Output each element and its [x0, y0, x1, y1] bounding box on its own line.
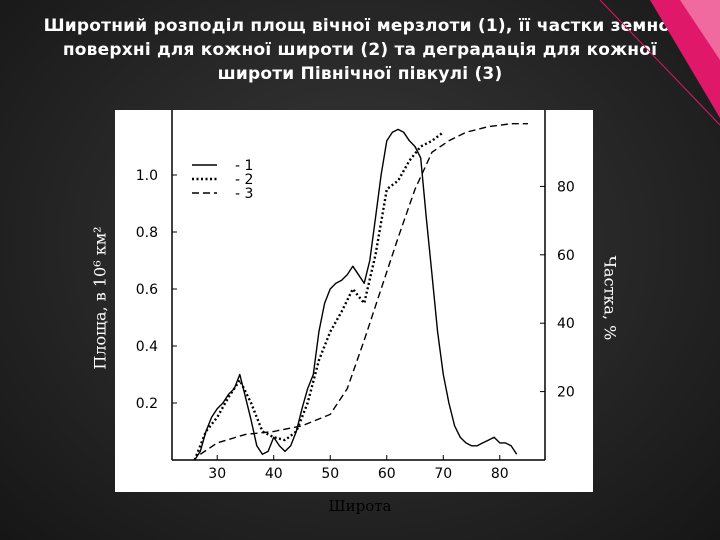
y-axis-label-left: Площа, в 10⁶ км² — [90, 226, 110, 370]
y2-tick-label: 80 — [557, 179, 575, 195]
x-tick-label: 60 — [378, 466, 396, 482]
y-tick-label: 0.2 — [136, 396, 158, 412]
slide-title: Широтний розподіл площ вічної мерзлоти (… — [40, 14, 680, 86]
y-tick-label: 0.8 — [136, 225, 158, 241]
x-tick-label: 50 — [321, 466, 339, 482]
ticks: 30 40 50 60 70 80 0.2 0.4 0.6 0.8 1.0 20 40 60 80 — [136, 168, 575, 482]
series-3-line — [199, 122, 528, 455]
chart-panel: 30 40 50 60 70 80 0.2 0.4 0.6 0.8 1.0 20 40 60 80 - 1-… — [115, 110, 593, 492]
x-tick-label: 70 — [434, 466, 452, 482]
legend: - 1- 2- 3 — [192, 158, 253, 202]
series — [193, 122, 528, 461]
x-tick-label: 80 — [491, 466, 509, 482]
title-line-1: Широтний розподіл площ вічної мерзлоти (… — [43, 16, 677, 36]
legend-label-1: - 1 — [235, 158, 253, 174]
y-tick-label: 0.6 — [136, 282, 158, 298]
title-line-2: поверхні для кожної широти (2) та деград… — [62, 40, 658, 60]
x-tick-label: 40 — [265, 466, 283, 482]
x-tick-label: 30 — [208, 466, 226, 482]
title-line-3: широти Північної півкулі (3) — [217, 64, 503, 84]
legend-label-2: - 2 — [235, 172, 253, 188]
axes — [171, 110, 546, 461]
y2-tick-label: 40 — [557, 316, 575, 332]
y-tick-label: 1.0 — [136, 168, 158, 184]
legend-label-3: - 3 — [235, 186, 253, 202]
y-axis-label-right: Частка, % — [600, 255, 620, 341]
pink-shape-small — [680, 0, 720, 60]
series-1-line — [194, 128, 518, 461]
y2-tick-label: 20 — [557, 385, 575, 401]
series-2-line — [193, 131, 445, 461]
x-axis-label: Широта — [328, 497, 392, 515]
y2-tick-label: 60 — [557, 248, 575, 264]
y-tick-label: 0.4 — [136, 339, 158, 355]
